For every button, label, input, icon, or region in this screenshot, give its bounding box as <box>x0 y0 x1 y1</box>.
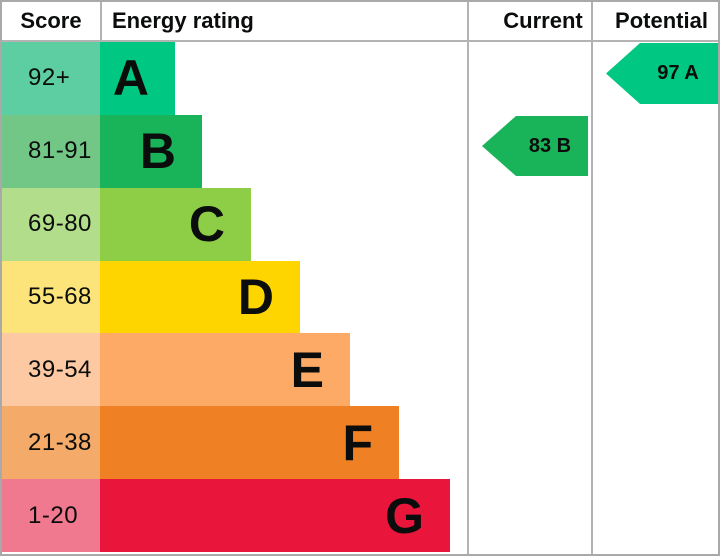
header-potential: Potential <box>615 8 708 33</box>
score-cell-e: 39-54 <box>2 333 100 407</box>
score-range-label: 55-68 <box>28 283 92 310</box>
score-range-label: 21-38 <box>28 428 92 456</box>
band-rows: 92+ A 81-91 B 69-80 C 55-68 <box>2 42 718 553</box>
header-energy-rating: Energy rating <box>112 8 254 33</box>
chart-header: Score Energy rating Current Potential <box>2 2 718 40</box>
current-column-divider <box>467 2 469 554</box>
current-rating-value: 83 B <box>528 134 572 157</box>
rating-bar-a: A <box>100 42 175 115</box>
band-row-a: 92+ A <box>2 42 718 115</box>
band-letter: F <box>342 414 373 471</box>
band-row-f: 21-38 F <box>2 406 718 480</box>
rating-bar-b: B <box>100 114 202 188</box>
band-letter: B <box>139 123 176 180</box>
score-column-divider <box>100 2 102 40</box>
band-row-g: 1-20 G <box>2 479 718 553</box>
potential-rating-value: 97 A <box>657 62 699 84</box>
header-score: Score <box>20 8 82 33</box>
band-letter: C <box>188 196 225 253</box>
score-range-label: 69-80 <box>28 210 92 238</box>
score-cell-f: 21-38 <box>2 406 100 480</box>
band-letter: E <box>290 341 324 398</box>
score-range-label: 1-20 <box>28 501 79 529</box>
score-cell-d: 55-68 <box>2 260 100 334</box>
rating-bar-g: G <box>100 479 450 553</box>
band-letter: G <box>385 487 424 544</box>
band-letter: D <box>237 269 274 325</box>
header-current: Current <box>503 8 583 33</box>
rating-bar-d: D <box>100 260 300 334</box>
score-cell-c: 69-80 <box>2 187 100 261</box>
band-row-d: 55-68 D <box>2 260 718 334</box>
rating-bar-c: C <box>100 187 251 261</box>
potential-column-divider <box>591 2 593 554</box>
score-range-label: 81-91 <box>28 137 92 165</box>
band-row-b: 81-91 B <box>2 114 718 188</box>
score-cell-a: 92+ <box>2 42 100 115</box>
score-range-label: 39-54 <box>28 355 92 383</box>
rating-bar-f: F <box>100 406 399 480</box>
band-row-e: 39-54 E <box>2 333 718 407</box>
band-letter: A <box>112 50 149 107</box>
rating-bar-e: E <box>100 333 350 407</box>
score-cell-b: 81-91 <box>2 114 100 188</box>
band-row-c: 69-80 C <box>2 187 718 261</box>
score-range-label: 92+ <box>28 64 71 92</box>
header-divider <box>2 40 718 42</box>
score-cell-g: 1-20 <box>2 479 100 553</box>
